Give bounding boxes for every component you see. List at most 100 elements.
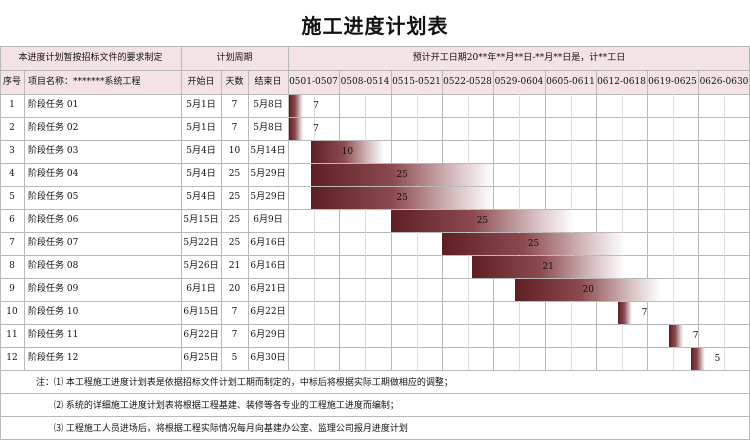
gantt-bar-label: 20	[582, 285, 595, 295]
row-task-name: 阶段任务 03	[28, 146, 79, 156]
row-days: 10	[228, 146, 241, 156]
row-end-date: 5月29日	[250, 169, 286, 179]
row-end-date: 6月9日	[253, 215, 283, 225]
row-days: 7	[231, 123, 238, 133]
grid-vline	[673, 94, 674, 370]
week-header-9: 0626-0630	[698, 70, 750, 94]
row-task-name: 阶段任务 04	[28, 169, 79, 179]
gantt-bar-label: 10	[341, 147, 354, 157]
grid-vline	[468, 94, 469, 370]
grid-vline	[248, 70, 249, 370]
grid-hline	[0, 416, 750, 417]
gantt-bar-label: 25	[396, 170, 408, 180]
grid-vline	[698, 70, 699, 370]
row-start-date: 5月15日	[183, 215, 219, 225]
gantt-bar	[442, 233, 625, 255]
grid-hline	[0, 209, 750, 210]
row-start-date: 6月1日	[186, 284, 216, 294]
grid-vline	[647, 70, 648, 370]
grid-vline	[0, 70, 1, 370]
row-end-date: 6月30日	[250, 353, 286, 363]
gantt-bar	[391, 210, 574, 232]
row-index: 4	[9, 169, 15, 179]
grid-vline	[24, 70, 25, 370]
week-header-4: 0522-0528	[442, 70, 493, 94]
row-end-date: 6月29日	[250, 330, 286, 340]
row-start-date: 5月26日	[183, 261, 219, 271]
gantt-bar-label: 7	[313, 124, 319, 134]
row-days: 25	[228, 169, 241, 179]
row-index: 5	[9, 192, 15, 202]
row-end-date: 5月8日	[253, 100, 283, 110]
grid-vline	[314, 94, 315, 370]
grid-vline	[221, 70, 222, 370]
gantt-bar	[471, 256, 625, 278]
row-index: 7	[9, 238, 15, 248]
week-header-8: 0619-0625	[647, 70, 698, 94]
col-header-start: 开始日	[181, 70, 221, 94]
grid-hline	[0, 393, 750, 394]
gantt-bar-label: 25	[476, 216, 489, 226]
row-days: 7	[231, 330, 238, 340]
grid-hline	[0, 278, 750, 279]
gantt-bar	[515, 279, 662, 301]
gantt-bar	[289, 95, 303, 117]
row-start-date: 5月4日	[186, 146, 216, 156]
gantt-bar	[310, 164, 494, 186]
grid-vline	[181, 46, 182, 70]
grid-vline	[596, 70, 597, 370]
gantt-bar-label: 25	[527, 239, 540, 249]
row-task-name: 阶段任务 07	[28, 238, 79, 248]
grid-vline	[0, 46, 1, 70]
row-index: 2	[9, 123, 15, 133]
row-start-date: 5月1日	[186, 123, 216, 133]
row-start-date: 6月15日	[183, 307, 219, 317]
row-days: 25	[228, 238, 241, 248]
row-task-name: 阶段任务 12	[28, 353, 79, 363]
grid-hline	[0, 232, 750, 233]
grid-hline	[0, 140, 750, 141]
row-task-name: 阶段任务 05	[28, 192, 79, 202]
grid-hline	[0, 370, 750, 371]
grid-vline	[365, 94, 366, 370]
row-end-date: 6月16日	[250, 238, 286, 248]
grid-hline	[0, 347, 750, 348]
grid-vline	[622, 94, 623, 370]
row-days: 21	[228, 261, 241, 271]
row-task-name: 阶段任务 11	[28, 330, 79, 340]
row-index: 3	[9, 146, 15, 156]
row-start-date: 6月25日	[183, 353, 219, 363]
gantt-bar-label: 7	[692, 331, 699, 341]
note-3: ⑶ 工程施工人员进场后，将根据工程实际情况每月向基建办公室、监理公司报月进度计划	[54, 424, 408, 434]
gantt-bar	[617, 302, 632, 324]
week-header-1: 0501-0507	[288, 70, 339, 94]
week-header-6: 0605-0611	[545, 70, 596, 94]
row-index: 8	[9, 261, 15, 271]
gantt-bar-label: 5	[714, 354, 721, 364]
grid-hline	[0, 255, 750, 256]
row-end-date: 5月8日	[253, 123, 283, 133]
week-header-7: 0612-0618	[596, 70, 647, 94]
gantt-bar	[310, 187, 494, 209]
grid-hline	[0, 324, 750, 325]
note-1: 注：⑴ 本工程施工进度计划表是依据招标文件计划工期而制定的，中标后将根据实际工期…	[36, 378, 453, 388]
row-end-date: 5月14日	[250, 146, 286, 156]
grid-hline	[0, 94, 750, 95]
row-task-name: 阶段任务 10	[28, 307, 79, 317]
header-plan-summary: 预计开工日期20**年**月**日-**月**日是，计**工日	[288, 46, 750, 70]
row-index: 11	[6, 330, 18, 340]
row-end-date: 6月22日	[250, 307, 286, 317]
grid-vline	[339, 70, 340, 370]
header-note-left: 本进度计划暂按招标文件的要求制定	[0, 46, 181, 70]
row-days: 7	[231, 307, 238, 317]
row-task-name: 阶段任务 08	[28, 261, 79, 271]
gantt-bar	[668, 325, 683, 347]
row-task-name: 阶段任务 09	[28, 284, 79, 294]
header-plan-period: 计划周期	[181, 46, 288, 70]
week-header-2: 0508-0514	[339, 70, 391, 94]
row-task-name: 阶段任务 02	[28, 123, 79, 133]
row-start-date: 5月22日	[183, 238, 219, 248]
grid-hline	[0, 46, 750, 47]
row-end-date: 6月21日	[250, 284, 286, 294]
grid-hline	[0, 163, 750, 164]
